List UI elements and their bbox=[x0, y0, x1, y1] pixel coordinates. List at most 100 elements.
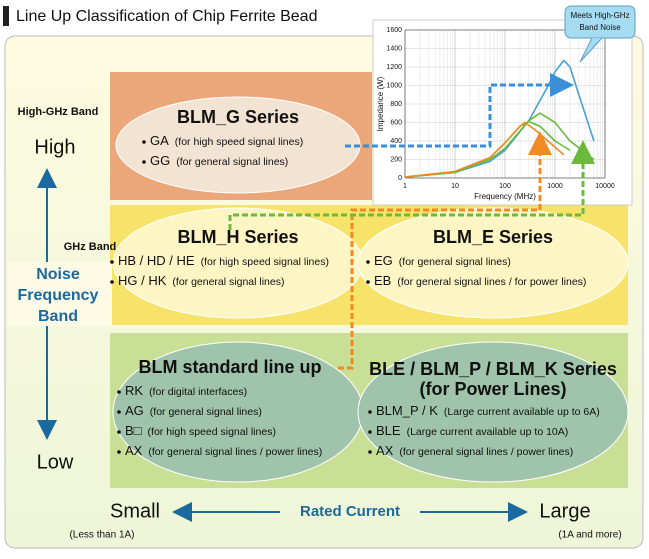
link-arrow bbox=[345, 73, 574, 148]
item-desc: (Large current available up to 6A) bbox=[444, 406, 600, 418]
group-title: BLE / BLM_P / BLM_K Series bbox=[369, 359, 617, 379]
item: BLM_P / K (Large current available up to … bbox=[376, 403, 600, 418]
link-arrow bbox=[338, 131, 552, 370]
item-code: AG bbox=[125, 403, 144, 418]
item: GG (for general signal lines) bbox=[150, 153, 288, 168]
item-code: EG bbox=[374, 253, 393, 268]
bullet bbox=[117, 390, 121, 394]
bullet bbox=[110, 260, 114, 264]
y-tick-label: 1000 bbox=[386, 82, 402, 89]
y-tick-label: 0 bbox=[398, 175, 402, 182]
item-desc: (for high speed signal lines) bbox=[175, 136, 303, 148]
item-code: RK bbox=[125, 383, 143, 398]
axis-label: Large bbox=[539, 500, 590, 522]
group-title: BLM_H Series bbox=[177, 227, 298, 247]
axis-label: High bbox=[34, 136, 75, 158]
bullet bbox=[366, 280, 370, 284]
x-tick-label: 1000 bbox=[547, 183, 563, 190]
item: EG (for general signal lines) bbox=[374, 253, 511, 268]
item-code: GA bbox=[150, 133, 169, 148]
item-desc: (for general signal lines) bbox=[150, 406, 262, 418]
item-desc: (for general signal lines) bbox=[172, 276, 284, 288]
bullet bbox=[117, 410, 121, 414]
callout-text: Band Noise bbox=[579, 23, 621, 32]
bullet bbox=[142, 160, 146, 164]
y-tick-label: 200 bbox=[390, 156, 402, 163]
group-title: BLM_E Series bbox=[433, 227, 553, 247]
item: AG (for general signal lines) bbox=[125, 403, 262, 418]
axis-label: Low bbox=[37, 451, 74, 473]
bullet bbox=[368, 410, 372, 414]
x-axis-label: Frequency (MHz) bbox=[474, 192, 536, 201]
axis-note: (1A and more) bbox=[558, 530, 621, 541]
item: HG / HK (for general signal lines) bbox=[118, 273, 284, 288]
item: GA (for high speed signal lines) bbox=[150, 133, 303, 148]
item-desc: (for general signal lines / for power li… bbox=[397, 276, 586, 288]
label-bg bbox=[8, 262, 112, 326]
bullet bbox=[110, 280, 114, 284]
x-tick-label: 10 bbox=[451, 183, 459, 190]
y-tick-label: 800 bbox=[390, 101, 402, 108]
axis-label: GHz Band bbox=[64, 241, 117, 253]
item-desc: (for general signal lines / power lines) bbox=[148, 446, 322, 458]
item-desc: (for general signal lines) bbox=[176, 156, 288, 168]
axis-note: (Less than 1A) bbox=[69, 530, 134, 541]
item-code: AX bbox=[376, 443, 394, 458]
item-desc: (for high speed signal lines) bbox=[201, 256, 329, 268]
item-desc: (for general signal lines / power lines) bbox=[399, 446, 573, 458]
axis-label: High-GHz Band bbox=[18, 106, 99, 118]
plot-border bbox=[404, 29, 606, 179]
callout-pointer bbox=[579, 37, 603, 63]
item-code: B□ bbox=[125, 423, 142, 438]
item: BLE (Large current available up to 10A) bbox=[376, 423, 568, 438]
axis-title: Band bbox=[38, 308, 78, 325]
series-line bbox=[404, 112, 595, 178]
item: EB (for general signal lines / for power … bbox=[374, 273, 586, 288]
y-tick-label: 1600 bbox=[386, 27, 402, 34]
callout-text: Meets High-GHz bbox=[570, 11, 629, 20]
x-tick-label: 10000 bbox=[595, 183, 615, 190]
bullet bbox=[368, 450, 372, 454]
y-tick-label: 600 bbox=[390, 119, 402, 126]
group-ellipse bbox=[357, 207, 629, 319]
page-title: Line Up Classification of Chip Ferrite B… bbox=[16, 8, 317, 25]
link-arrow bbox=[228, 140, 595, 230]
item: B□ (for high speed signal lines) bbox=[125, 423, 276, 438]
bullet bbox=[366, 260, 370, 264]
group-title: (for Power Lines) bbox=[419, 379, 566, 399]
group-ellipse bbox=[357, 341, 629, 483]
item: RK (for digital interfaces) bbox=[125, 383, 247, 398]
item-code: AX bbox=[125, 443, 143, 458]
item: HB / HD / HE (for high speed signal lines… bbox=[118, 253, 329, 268]
axis-label: Small bbox=[110, 500, 160, 522]
bullet bbox=[142, 140, 146, 144]
y-tick-label: 1400 bbox=[386, 45, 402, 52]
item-code: EB bbox=[374, 273, 391, 288]
y-tick-label: 400 bbox=[390, 138, 402, 145]
axis-title: Rated Current bbox=[300, 503, 400, 520]
bullet bbox=[117, 450, 121, 454]
item-desc: (for high speed signal lines) bbox=[148, 426, 276, 438]
x-tick-label: 1 bbox=[403, 183, 407, 190]
group-title: BLM standard line up bbox=[138, 357, 321, 377]
axis-title: Noise bbox=[36, 266, 80, 283]
group-title: BLM_G Series bbox=[177, 107, 299, 127]
item-code: GG bbox=[150, 153, 170, 168]
item-code: HG / HK bbox=[118, 273, 167, 288]
bullet bbox=[368, 430, 372, 434]
item-desc: (Large current available up to 10A) bbox=[407, 426, 569, 438]
bullet bbox=[117, 430, 121, 434]
item: AX (for general signal lines / power line… bbox=[125, 443, 322, 458]
y-axis-label: Impedance (W) bbox=[376, 76, 385, 131]
x-tick-label: 100 bbox=[499, 183, 511, 190]
item-desc: (for general signal lines) bbox=[399, 256, 511, 268]
item-code: HB / HD / HE bbox=[118, 253, 195, 268]
item: AX (for general signal lines / power line… bbox=[376, 443, 573, 458]
item-desc: (for digital interfaces) bbox=[149, 386, 247, 398]
axis-title: Frequency bbox=[18, 287, 99, 304]
y-tick-label: 1200 bbox=[386, 64, 402, 71]
item-code: BLM_P / K bbox=[376, 403, 438, 418]
title-mark bbox=[3, 6, 9, 26]
item-code: BLE bbox=[376, 423, 401, 438]
